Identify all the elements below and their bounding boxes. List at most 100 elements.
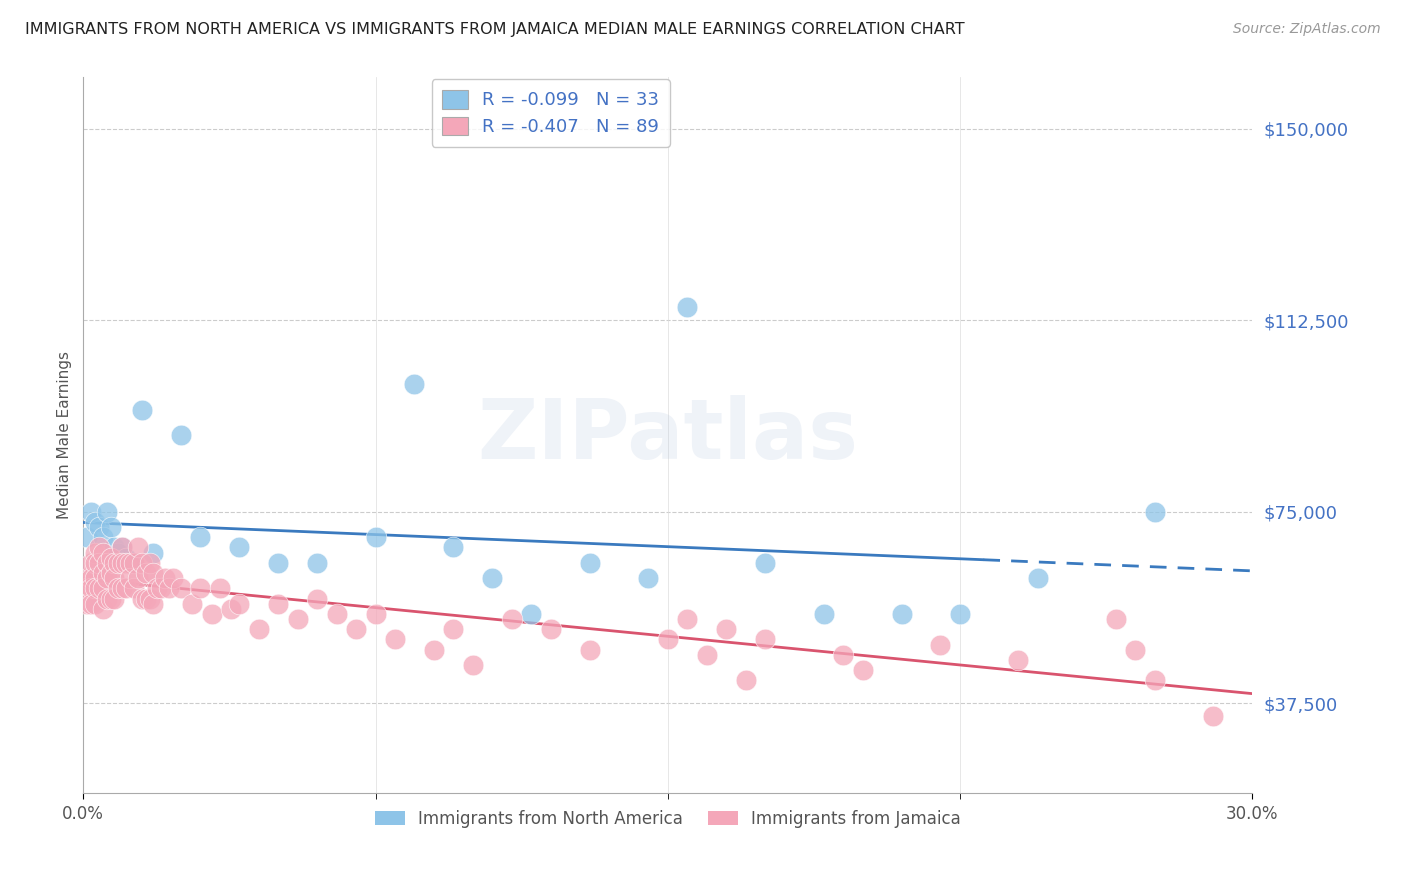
- Point: [579, 642, 602, 657]
- Point: [91, 601, 114, 615]
- Point: [267, 556, 290, 570]
- Point: [364, 607, 387, 621]
- Point: [103, 571, 125, 585]
- Point: [122, 556, 145, 570]
- Point: [127, 541, 149, 555]
- Point: [1143, 673, 1166, 688]
- Point: [157, 582, 180, 596]
- Point: [91, 545, 114, 559]
- Point: [181, 597, 204, 611]
- Point: [131, 591, 153, 606]
- Point: [84, 515, 107, 529]
- Point: [87, 520, 110, 534]
- Text: IMMIGRANTS FROM NORTH AMERICA VS IMMIGRANTS FROM JAMAICA MEDIAN MALE EARNINGS CO: IMMIGRANTS FROM NORTH AMERICA VS IMMIGRA…: [25, 22, 965, 37]
- Point: [115, 550, 138, 565]
- Point: [754, 632, 776, 647]
- Point: [754, 556, 776, 570]
- Point: [76, 582, 98, 596]
- Point: [247, 622, 270, 636]
- Point: [131, 402, 153, 417]
- Point: [115, 582, 138, 596]
- Point: [307, 556, 329, 570]
- Point: [1105, 612, 1128, 626]
- Point: [714, 622, 737, 636]
- Point: [540, 622, 562, 636]
- Point: [443, 622, 465, 636]
- Point: [734, 673, 756, 688]
- Point: [122, 582, 145, 596]
- Point: [91, 530, 114, 544]
- Point: [111, 556, 134, 570]
- Point: [170, 582, 193, 596]
- Point: [84, 556, 107, 570]
- Point: [76, 530, 98, 544]
- Point: [461, 657, 484, 672]
- Legend: Immigrants from North America, Immigrants from Jamaica: Immigrants from North America, Immigrant…: [368, 803, 967, 834]
- Point: [80, 597, 103, 611]
- Point: [188, 582, 211, 596]
- Point: [423, 642, 446, 657]
- Point: [696, 648, 718, 662]
- Text: Source: ZipAtlas.com: Source: ZipAtlas.com: [1233, 22, 1381, 37]
- Point: [76, 571, 98, 585]
- Point: [107, 545, 129, 559]
- Point: [481, 571, 503, 585]
- Text: ZIPatlas: ZIPatlas: [477, 394, 858, 475]
- Point: [142, 545, 165, 559]
- Point: [118, 571, 141, 585]
- Point: [676, 301, 699, 315]
- Point: [162, 571, 184, 585]
- Point: [96, 505, 118, 519]
- Point: [890, 607, 912, 621]
- Point: [579, 556, 602, 570]
- Point: [118, 556, 141, 570]
- Point: [228, 597, 250, 611]
- Point: [111, 582, 134, 596]
- Point: [142, 597, 165, 611]
- Point: [657, 632, 679, 647]
- Point: [111, 541, 134, 555]
- Point: [87, 541, 110, 555]
- Point: [146, 582, 169, 596]
- Point: [107, 556, 129, 570]
- Point: [84, 582, 107, 596]
- Point: [100, 520, 122, 534]
- Y-axis label: Median Male Earnings: Median Male Earnings: [58, 351, 72, 519]
- Point: [103, 591, 125, 606]
- Point: [150, 582, 173, 596]
- Point: [111, 541, 134, 555]
- Point: [221, 601, 243, 615]
- Point: [122, 556, 145, 570]
- Point: [96, 571, 118, 585]
- Point: [107, 582, 129, 596]
- Point: [201, 607, 224, 621]
- Point: [228, 541, 250, 555]
- Point: [344, 622, 367, 636]
- Point: [637, 571, 659, 585]
- Point: [91, 582, 114, 596]
- Point: [287, 612, 309, 626]
- Point: [100, 550, 122, 565]
- Point: [87, 582, 110, 596]
- Point: [208, 582, 231, 596]
- Point: [103, 541, 125, 555]
- Point: [949, 607, 972, 621]
- Point: [87, 556, 110, 570]
- Point: [1143, 505, 1166, 519]
- Point: [80, 571, 103, 585]
- Point: [96, 591, 118, 606]
- Point: [832, 648, 855, 662]
- Point: [80, 582, 103, 596]
- Point: [1026, 571, 1049, 585]
- Point: [138, 591, 160, 606]
- Point: [80, 556, 103, 570]
- Point: [307, 591, 329, 606]
- Point: [135, 591, 157, 606]
- Point: [80, 505, 103, 519]
- Point: [100, 591, 122, 606]
- Point: [520, 607, 543, 621]
- Point: [325, 607, 347, 621]
- Point: [100, 566, 122, 580]
- Point: [929, 638, 952, 652]
- Point: [1123, 642, 1146, 657]
